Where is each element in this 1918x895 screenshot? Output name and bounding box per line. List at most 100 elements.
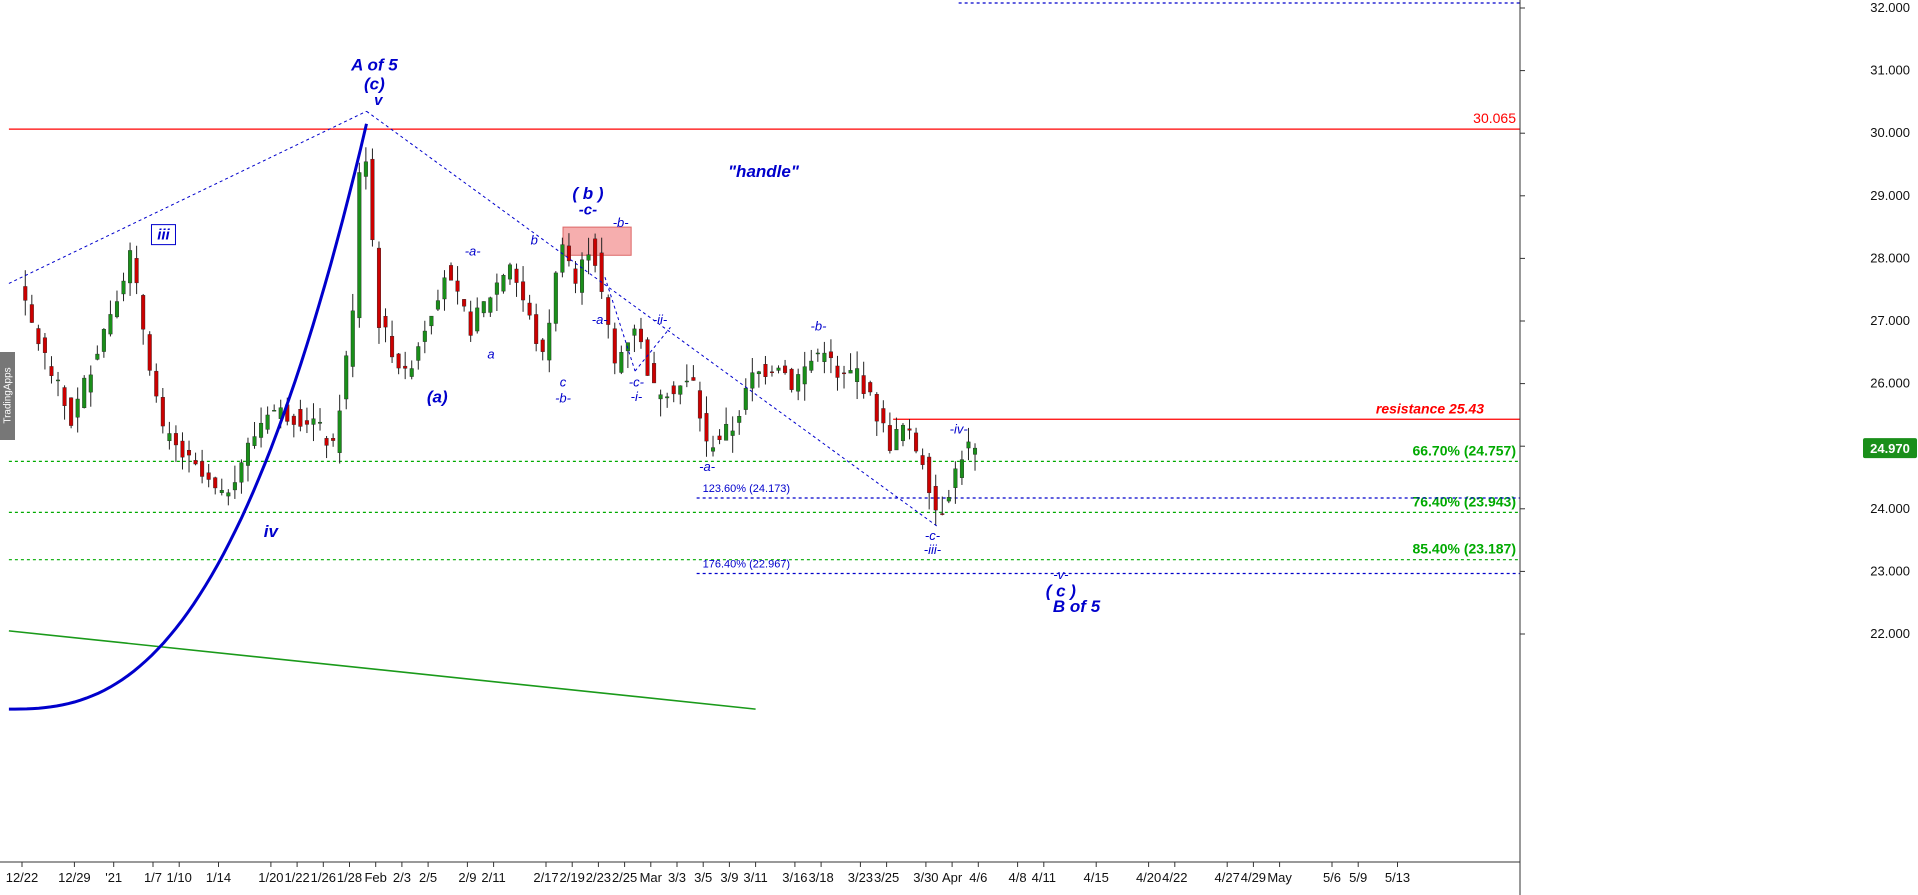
green-trendline [8,630,756,710]
candle-body-down [907,428,912,431]
candle-body-up [121,280,126,295]
candle-body-up [959,459,964,478]
candle [547,309,552,373]
candle-body-up [318,421,323,424]
candle-body-down [291,415,296,425]
candle-body-down [881,408,886,424]
candle [88,365,93,407]
candle [959,450,964,485]
candle-body-up [226,492,231,497]
candle-body-up [101,329,106,352]
candle-body-up [82,377,87,409]
candle-body-up [580,259,585,293]
candle [527,294,532,320]
candle [134,245,139,295]
wave-label: -a- [465,243,482,258]
candle-body-down [42,337,47,353]
candle [376,241,381,344]
candle-body-up [632,328,637,336]
candle [750,358,755,402]
wave-label: iii [157,227,170,244]
candle [409,360,414,380]
wave-label: c [560,375,567,390]
candle-body-up [737,415,742,423]
candle [435,289,440,312]
x-tick-label: 4/15 [1084,870,1109,885]
candle [481,301,486,318]
candle [507,262,512,285]
candle-body-up [678,385,683,395]
x-tick-label: 5/13 [1385,870,1410,885]
wave-label: -a- [592,312,609,327]
candle-body-down [403,365,408,369]
dotted-trendline-2 [604,277,636,372]
candle [946,489,951,504]
candle-body-up [311,418,316,425]
candle-body-down [599,252,604,292]
candle-body-down [206,472,211,480]
candle-body-down [134,258,139,284]
hline-label-fib-6670: 66.70% (24.757) [1412,442,1516,458]
candle [632,324,637,353]
candle-body-down [828,351,833,359]
wave-label: ( c ) [1046,581,1077,600]
candle-body-down [933,485,938,511]
x-tick-label: 12/29 [58,870,91,885]
candle-body-down [69,397,74,426]
candle-body-down [927,456,932,494]
candle [403,351,408,380]
candle [147,331,152,376]
candle-body-up [953,468,958,488]
candle [422,320,427,354]
wave-label: a [487,347,494,362]
candle-body-down [691,377,696,381]
parabolic-curve [8,123,368,711]
candle [101,328,106,358]
candle [580,252,585,305]
candle [593,233,598,273]
candle [927,453,932,510]
wave-label: ( b ) [572,184,603,203]
candle-body-up [848,370,853,374]
candle [874,392,879,436]
candle [252,421,257,449]
candle [449,262,454,281]
candle [390,320,395,363]
candle-body-up [416,346,421,361]
candle-body-up [743,387,748,410]
candle-body-up [494,282,499,295]
candle-body-down [173,433,178,446]
candle-body-up [724,423,729,441]
candle-body-up [625,342,630,352]
candle-body-down [36,328,41,345]
candle [108,300,113,337]
candle-body-down [304,420,309,425]
x-tick-label: 4/29 [1241,870,1266,885]
candle-body-up [586,254,591,261]
hline-label-fib-7640: 76.40% (23.943) [1412,493,1516,509]
wave-label: -ii- [653,312,668,327]
dotted-trendline-0 [8,110,367,284]
wave-label: b [531,233,538,248]
candle-body-up [946,497,951,502]
x-tick-label: 3/18 [808,870,833,885]
candle [173,425,178,462]
hline-label-fib-8540: 85.40% (23.187) [1412,541,1516,557]
candle-body-up [219,489,224,493]
candle [36,324,41,351]
wave-label: -b- [811,318,828,333]
candle [350,293,355,378]
y-tick-label: 24.000 [1870,501,1910,516]
candle-body-up [822,352,827,362]
x-tick-label: 2/3 [393,870,411,885]
candle [789,367,794,393]
candle-body-down [652,363,657,384]
wave-label: -a- [699,459,716,474]
candle-body-down [62,387,67,406]
wave-label: -b- [555,390,572,405]
candle-body-down [861,375,866,394]
hline-label-ext-17640: 176.40% (22.967) [703,558,790,570]
candle-body-down [789,368,794,390]
candle-body-down [331,438,336,441]
